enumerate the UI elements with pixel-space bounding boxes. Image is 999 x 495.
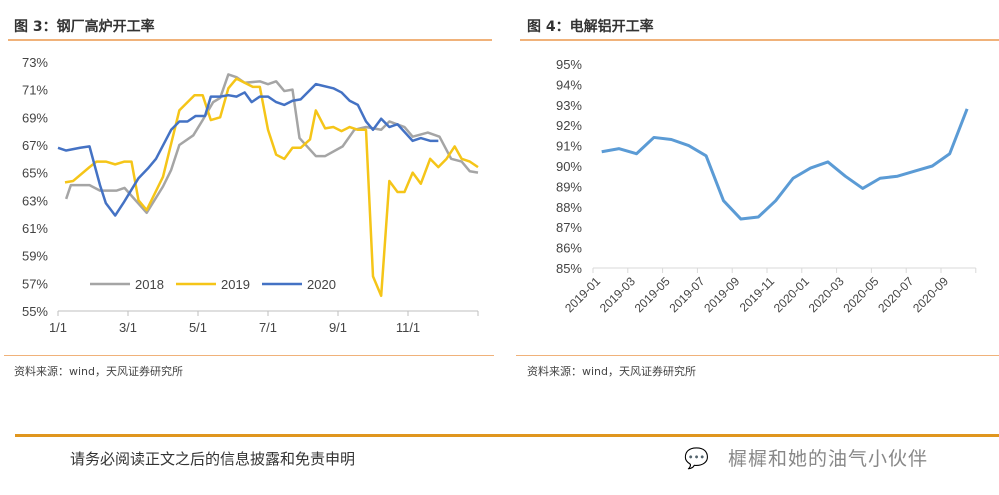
- x-tick-label: 2019-05: [632, 274, 673, 315]
- y-tick-label: 69%: [22, 110, 48, 125]
- x-tick-label: 1/1: [49, 320, 67, 335]
- y-tick-label: 65%: [22, 166, 48, 181]
- right-title-rule: [520, 39, 999, 41]
- left-source-note: 资料来源：wind，天风证券研究所: [14, 365, 184, 378]
- y-tick-label: 63%: [22, 193, 48, 208]
- right-source-note: 资料来源：wind，天风证券研究所: [527, 365, 697, 378]
- watermark-text: 樨樨和她的油气小伙伴: [728, 448, 929, 470]
- y-tick-label: 95%: [556, 57, 582, 72]
- disclaimer-text: 请务必阅读正文之后的信息披露和免责申明: [70, 450, 356, 468]
- legend-label-2019: 2019: [221, 277, 250, 292]
- y-tick-label: 71%: [22, 83, 48, 98]
- series-line-2020: [57, 82, 439, 217]
- y-tick-label: 94%: [556, 77, 582, 92]
- y-tick-label: 86%: [556, 241, 582, 256]
- y-tick-label: 90%: [556, 159, 582, 174]
- x-tick-label: 2019-09: [701, 274, 742, 315]
- charts-svg: 55% 57% 59% 61% 63% 65% 67% 69% 71% 73% 1/1 3/1 5/1 7…: [22, 55, 977, 335]
- wechat-icon: 💬: [684, 446, 709, 470]
- x-tick-label: 2020-07: [875, 274, 916, 315]
- y-tick-label: 61%: [22, 221, 48, 236]
- left-chart-title: 图 3：钢厂高炉开工率: [14, 19, 155, 35]
- y-tick-label: 55%: [22, 304, 48, 319]
- x-tick-label: 11/1: [396, 320, 420, 335]
- y-tick-label: 73%: [22, 55, 48, 70]
- footer-rule: [15, 434, 999, 437]
- x-tick-label: 3/1: [119, 320, 137, 335]
- left-title-rule: [8, 39, 492, 41]
- steel-blast-furnace-chart: 55% 57% 59% 61% 63% 65% 67% 69% 71% 73% 1/1 3/1 5/1 7…: [22, 55, 479, 335]
- series-line-2019: [64, 77, 479, 298]
- y-tick-label: 87%: [556, 220, 582, 235]
- y-tick-label: 91%: [556, 139, 582, 154]
- x-tick-label: 2020-09: [910, 274, 951, 315]
- y-tick-label: 92%: [556, 118, 582, 133]
- series-line-2018: [64, 73, 479, 215]
- x-tick-label: 2019-03: [597, 274, 638, 315]
- left-source-rule: [4, 355, 494, 356]
- y-tick-label: 67%: [22, 138, 48, 153]
- x-tick-label: 2019-07: [666, 274, 707, 315]
- y-tick-label: 85%: [556, 261, 582, 276]
- right-source-rule: [516, 355, 999, 356]
- y-tick-label: 59%: [22, 249, 48, 264]
- x-tick-label: 2020-03: [806, 274, 847, 315]
- series-line: [601, 108, 969, 221]
- x-tick-label: 2020-05: [840, 274, 881, 315]
- y-tick-label: 88%: [556, 200, 582, 215]
- y-tick-label: 89%: [556, 179, 582, 194]
- x-tick-label: 2020-01: [771, 274, 812, 315]
- legend-label-2020: 2020: [307, 277, 336, 292]
- legend-label-2018: 2018: [135, 277, 164, 292]
- right-chart-title: 图 4：电解铝开工率: [527, 19, 654, 35]
- x-tick-label: 2019-01: [562, 274, 603, 315]
- x-tick-label: 5/1: [189, 320, 207, 335]
- x-tick-label: 7/1: [259, 320, 277, 335]
- aluminum-chart: 85% 86% 87% 88% 89% 90% 91% 92% 93% 94% 95% 2019-01…: [556, 57, 977, 315]
- y-tick-label: 93%: [556, 98, 582, 113]
- x-tick-label: 2019-11: [737, 274, 778, 315]
- x-tick-label: 9/1: [329, 320, 347, 335]
- y-tick-label: 57%: [22, 276, 48, 291]
